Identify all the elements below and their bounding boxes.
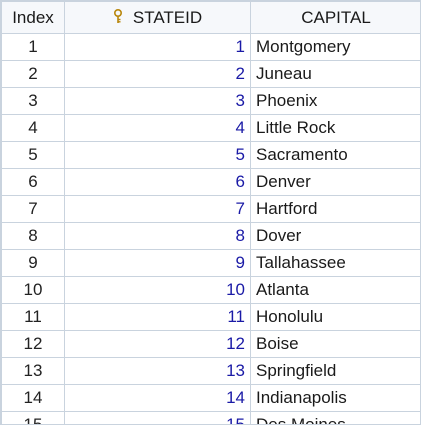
column-header-capital-label: CAPITAL xyxy=(301,7,371,27)
row-index-cell[interactable]: 4 xyxy=(1,114,65,142)
row-index-cell[interactable]: 2 xyxy=(1,60,65,88)
row-index-cell[interactable]: 12 xyxy=(1,330,65,358)
capital-cell[interactable]: Dover xyxy=(250,222,420,250)
stateid-cell[interactable]: 7 xyxy=(64,195,251,223)
table-row[interactable]: 12 12 Boise xyxy=(1,330,420,358)
capital-cell[interactable]: Atlanta xyxy=(250,276,420,304)
table-row[interactable]: 6 6 Denver xyxy=(1,168,420,196)
capital-cell[interactable]: Montgomery xyxy=(250,33,420,61)
stateid-cell[interactable]: 4 xyxy=(64,114,251,142)
capital-cell[interactable]: Phoenix xyxy=(250,87,420,115)
stateid-cell[interactable]: 15 xyxy=(64,411,251,424)
stateid-cell[interactable]: 10 xyxy=(64,276,251,304)
row-index-cell[interactable]: 1 xyxy=(1,33,65,61)
table-row[interactable]: 11 11 Honolulu xyxy=(1,303,420,331)
header-row: Index STATEID CAPITAL xyxy=(1,1,420,34)
column-header-stateid[interactable]: STATEID xyxy=(64,1,251,34)
table-row[interactable]: 10 10 Atlanta xyxy=(1,276,420,304)
row-index-cell[interactable]: 15 xyxy=(1,411,65,424)
row-index-cell[interactable]: 10 xyxy=(1,276,65,304)
row-index-cell[interactable]: 13 xyxy=(1,357,65,385)
stateid-cell[interactable]: 8 xyxy=(64,222,251,250)
capital-cell[interactable]: Denver xyxy=(250,168,420,196)
stateid-cell[interactable]: 3 xyxy=(64,87,251,115)
capital-cell[interactable]: Springfield xyxy=(250,357,420,385)
capital-cell[interactable]: Tallahassee xyxy=(250,249,420,277)
column-header-index[interactable]: Index xyxy=(1,1,65,34)
capital-cell[interactable]: Boise xyxy=(250,330,420,358)
capital-cell[interactable]: Sacramento xyxy=(250,141,420,169)
table-row[interactable]: 9 9 Tallahassee xyxy=(1,249,420,277)
stateid-cell[interactable]: 9 xyxy=(64,249,251,277)
stateid-cell[interactable]: 6 xyxy=(64,168,251,196)
stateid-cell[interactable]: 11 xyxy=(64,303,251,331)
column-header-capital[interactable]: CAPITAL xyxy=(250,1,420,34)
table-row[interactable]: 4 4 Little Rock xyxy=(1,114,420,142)
stateid-cell[interactable]: 2 xyxy=(64,60,251,88)
capital-cell[interactable]: Indianapolis xyxy=(250,384,420,412)
row-index-cell[interactable]: 6 xyxy=(1,168,65,196)
table-row[interactable]: 5 5 Sacramento xyxy=(1,141,420,169)
row-index-cell[interactable]: 14 xyxy=(1,384,65,412)
row-index-cell[interactable]: 5 xyxy=(1,141,65,169)
capital-cell[interactable]: Des Moines xyxy=(250,411,420,424)
row-index-cell[interactable]: 3 xyxy=(1,87,65,115)
stateid-cell[interactable]: 13 xyxy=(64,357,251,385)
key-icon xyxy=(113,8,122,23)
capital-cell[interactable]: Little Rock xyxy=(250,114,420,142)
column-header-index-label: Index xyxy=(12,7,54,27)
table-row[interactable]: 7 7 Hartford xyxy=(1,195,420,223)
stateid-cell[interactable]: 1 xyxy=(64,33,251,61)
capital-cell[interactable]: Juneau xyxy=(250,60,420,88)
table-row[interactable]: 8 8 Dover xyxy=(1,222,420,250)
stateid-cell[interactable]: 12 xyxy=(64,330,251,358)
row-index-cell[interactable]: 9 xyxy=(1,249,65,277)
table-row[interactable]: 1 1 Montgomery xyxy=(1,33,420,61)
row-index-cell[interactable]: 7 xyxy=(1,195,65,223)
capital-cell[interactable]: Honolulu xyxy=(250,303,420,331)
table-row[interactable]: 15 15 Des Moines xyxy=(1,411,420,424)
table-row[interactable]: 13 13 Springfield xyxy=(1,357,420,385)
table-row[interactable]: 3 3 Phoenix xyxy=(1,87,420,115)
table-row[interactable]: 2 2 Juneau xyxy=(1,60,420,88)
stateid-cell[interactable]: 5 xyxy=(64,141,251,169)
capital-cell[interactable]: Hartford xyxy=(250,195,420,223)
table-row[interactable]: 14 14 Indianapolis xyxy=(1,384,420,412)
column-header-stateid-label: STATEID xyxy=(132,7,203,27)
row-index-cell[interactable]: 11 xyxy=(1,303,65,331)
stateid-cell[interactable]: 14 xyxy=(64,384,251,412)
row-index-cell[interactable]: 8 xyxy=(1,222,65,250)
